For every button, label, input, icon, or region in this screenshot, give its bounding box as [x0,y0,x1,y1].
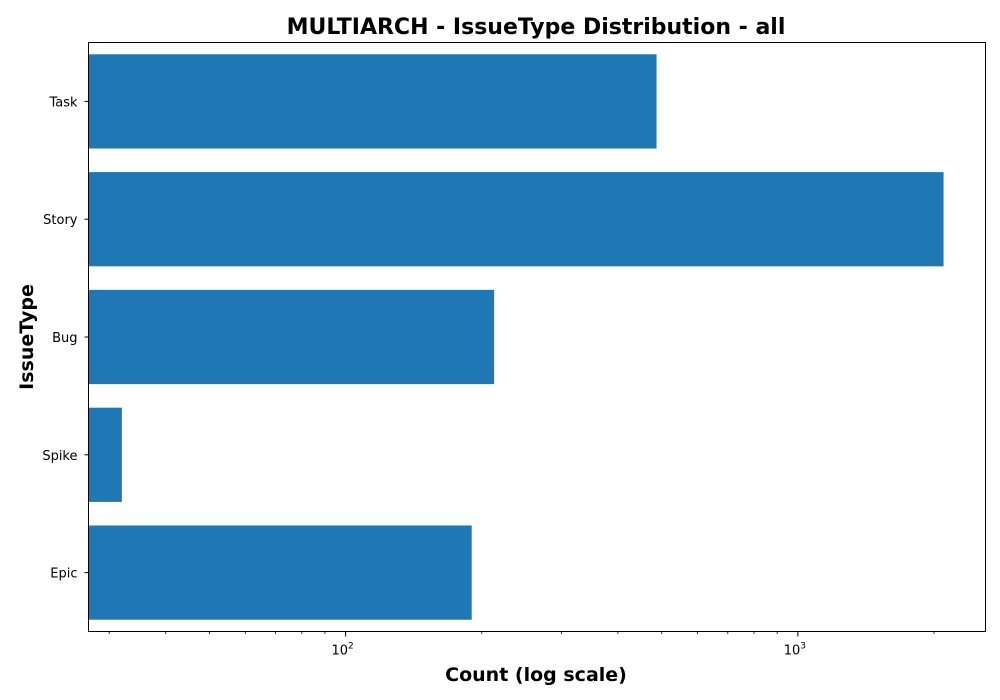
y-tick-label: Spike [42,449,77,464]
x-ticks-group: 102 103 [332,631,806,659]
bars-group [88,54,944,620]
y-tick-label: Task [48,95,78,110]
y-tick-label: Story [43,213,78,228]
x-tick-label: 103 [784,642,806,659]
y-tick-label: Bug [52,331,77,346]
bar-bug [88,289,495,385]
x-tick-label: 102 [332,642,354,659]
y-axis-label: IssueType [16,284,38,390]
chart-title: MULTIARCH - IssueType Distribution - all [287,15,786,40]
y-ticks-group: Task Story Bug Spike Epic [42,95,89,582]
bar-story [88,172,944,267]
bar-spike [88,407,122,502]
plot-frame [88,42,986,632]
y-tick-label: Epic [50,567,77,582]
x-axis-label: Count (log scale) [445,664,627,686]
bar-task [88,54,657,149]
bar-epic [88,525,472,620]
